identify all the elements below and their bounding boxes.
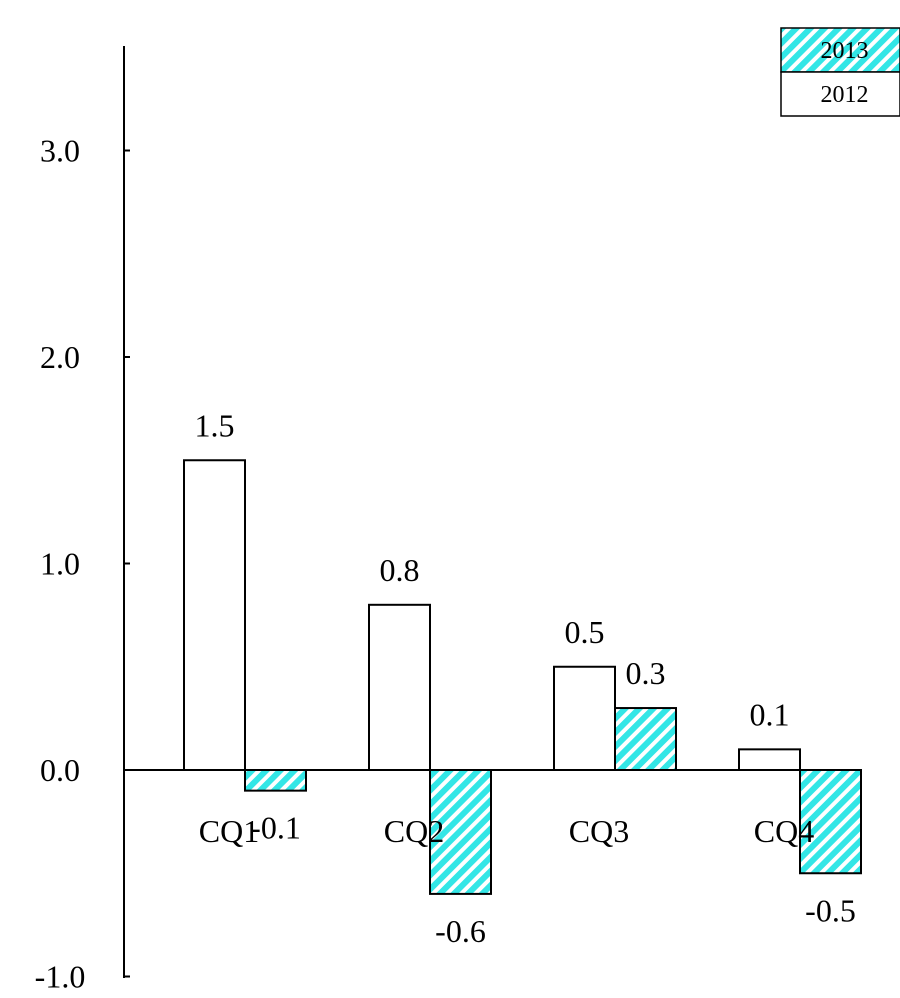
bars <box>183 459 862 895</box>
legend: 2013 2012 <box>780 27 900 117</box>
data-label-2013-CQ2: -0.6 <box>435 913 486 949</box>
category-label-CQ3: CQ3 <box>569 813 629 849</box>
bar-2012-CQ3 <box>553 665 616 771</box>
y-tick-label: 3.0 <box>40 133 80 169</box>
y-tick-label: 2.0 <box>40 339 80 375</box>
category-label-CQ1: CQ1 <box>199 813 259 849</box>
data-label-2013-CQ4: -0.5 <box>805 892 856 928</box>
legend-label-2012: 2012 <box>821 82 869 108</box>
category-label-CQ4: CQ4 <box>754 813 814 849</box>
bar-2013-CQ1 <box>244 769 307 792</box>
legend-label-2013: 2013 <box>821 38 869 64</box>
bar-2013-CQ4 <box>799 769 862 875</box>
data-label-2013-CQ3: 0.3 <box>626 655 666 691</box>
legend-swatch-2012 <box>780 71 900 117</box>
data-label-2012-CQ1: 1.5 <box>195 407 235 443</box>
bar-2013-CQ2 <box>429 769 492 895</box>
data-label-2012-CQ3: 0.5 <box>565 614 605 650</box>
bar-2012-CQ2 <box>368 603 431 771</box>
data-label-2012-CQ2: 0.8 <box>380 552 420 588</box>
bar-2012-CQ4 <box>738 748 801 771</box>
bar-2012-CQ1 <box>183 459 246 771</box>
y-tick-label: 0.0 <box>40 752 80 788</box>
y-tick-label: 1.0 <box>40 546 80 582</box>
y-tick-label: -1.0 <box>35 959 86 995</box>
category-label-CQ2: CQ2 <box>384 813 444 849</box>
legend-swatch-2013 <box>780 27 900 73</box>
bar-2013-CQ3 <box>614 707 677 771</box>
data-label-2012-CQ4: 0.1 <box>750 696 790 732</box>
data-label-2013-CQ1: -0.1 <box>250 810 301 846</box>
